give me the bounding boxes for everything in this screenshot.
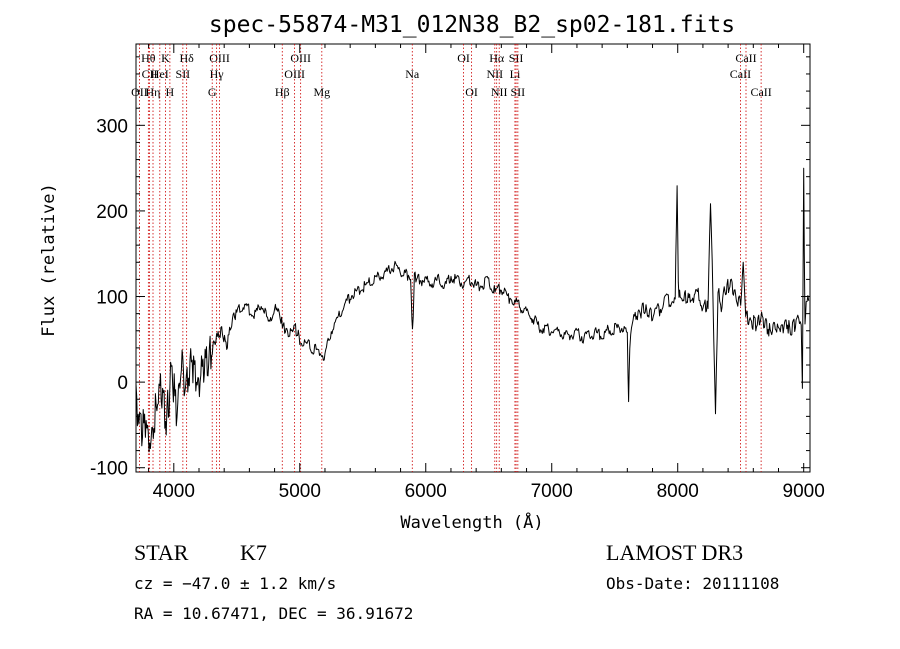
y-tick-label-2: 100 xyxy=(96,288,128,309)
spectrum-series xyxy=(135,167,810,453)
chart-title: spec-55874-M31_012N38_B2_sp02-181.fits xyxy=(209,12,735,38)
x-tick-label-3: 7000 xyxy=(531,481,573,502)
y-tick-label-1: 0 xyxy=(117,373,128,394)
x-tick-label-4: 8000 xyxy=(657,481,699,502)
y-tick-label-0: -100 xyxy=(90,459,128,480)
line-label-27: CaII xyxy=(750,85,771,99)
line-label-24: SII xyxy=(511,85,526,99)
coordinates-readout: RA = 10.67471, DEC = 36.91672 xyxy=(134,604,413,623)
x-tick-label-0: 4000 xyxy=(153,481,195,502)
line-label-6: H xyxy=(166,85,175,99)
redshift-readout: cz = −47.0 ± 1.2 km/s xyxy=(134,574,336,593)
plot-frame xyxy=(135,43,811,473)
line-label-22: SII xyxy=(509,51,524,65)
object-subclass: K7 xyxy=(240,540,267,565)
axis-ticks: 4000 5000 6000 7000 8000 9000 -100 0 100 200 300 xyxy=(90,44,825,502)
line-label-8: Hδ xyxy=(179,51,194,65)
x-tick-label-5: 9000 xyxy=(783,481,825,502)
line-label-20: NII xyxy=(486,67,503,81)
line-label-0: Hθ xyxy=(141,51,156,65)
line-label-3: Hη xyxy=(146,85,161,99)
x-tick-label-1: 5000 xyxy=(279,481,321,502)
y-tick-label-4: 300 xyxy=(96,116,128,137)
line-label-11: G xyxy=(208,85,217,99)
line-label-14: OIII xyxy=(284,67,305,81)
line-label-7: SII xyxy=(176,67,191,81)
line-label-23: Li xyxy=(510,67,521,81)
line-label-1: CII xyxy=(142,67,158,81)
line-label-5: HeI xyxy=(151,67,169,81)
line-label-18: OI xyxy=(465,85,478,99)
observation-date: Obs-Date: 20111108 xyxy=(606,574,779,593)
line-label-2: OII xyxy=(131,85,148,99)
y-tick-label-3: 200 xyxy=(96,202,128,223)
line-label-13: OIII xyxy=(290,51,311,65)
line-label-9: OIII xyxy=(209,51,230,65)
x-axis-label: Wavelength (Å) xyxy=(400,511,543,533)
object-class: STAR xyxy=(134,540,189,565)
line-label-26: CaII xyxy=(735,51,756,65)
line-label-16: Na xyxy=(405,67,420,81)
line-label-25: CaII xyxy=(730,67,751,81)
x-tick-label-2: 6000 xyxy=(405,481,447,502)
line-label-15: Mg xyxy=(313,85,330,99)
y-axis-label: Flux (relative) xyxy=(39,183,59,337)
line-label-21: NII xyxy=(491,85,508,99)
line-label-12: Hβ xyxy=(275,85,290,99)
line-label-10: Hγ xyxy=(210,67,225,81)
survey-name: LAMOST DR3 xyxy=(606,540,743,565)
line-label-4: K xyxy=(161,51,170,65)
spectrum-line-0 xyxy=(135,167,810,453)
line-label-19: Hα xyxy=(489,51,505,65)
line-label-17: OI xyxy=(457,51,470,65)
